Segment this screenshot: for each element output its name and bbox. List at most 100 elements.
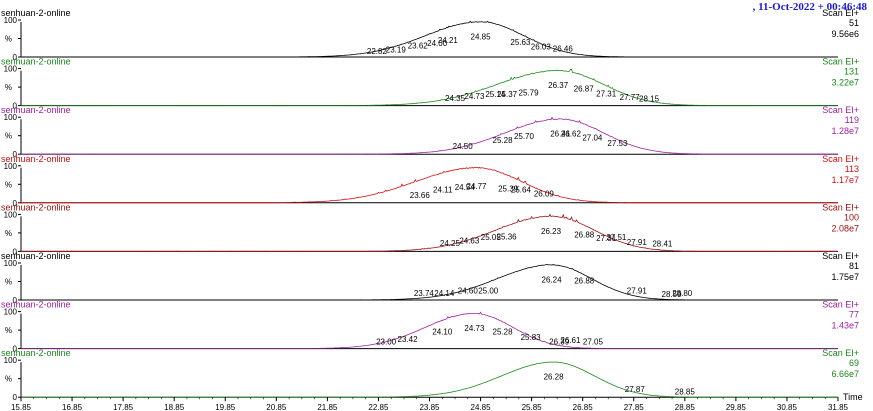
acquisition-date: , 11-Oct-2022 + 00:46:48 bbox=[752, 1, 867, 13]
x-tick-label: 22.85 bbox=[368, 403, 389, 411]
peak-label: 26.37 bbox=[548, 81, 569, 90]
peak-label: 25.37 bbox=[497, 90, 518, 99]
y-axis-label: % bbox=[5, 229, 12, 238]
peak-label: 25.05 bbox=[481, 233, 502, 242]
peak-label: 25.36 bbox=[497, 232, 518, 241]
peak-label: 28.41 bbox=[652, 240, 673, 249]
chromatogram-panel-p8: senhuan-2-online Scan EI+696.66e7 0 100% 26.… bbox=[1, 348, 859, 402]
peak-label: 23.62 bbox=[408, 42, 429, 51]
panel-mass: 113 bbox=[845, 164, 859, 174]
peak-label: 24.54 bbox=[455, 183, 476, 192]
y-tick-label: 100 bbox=[4, 210, 18, 219]
peak-label: 28.59 bbox=[662, 290, 683, 299]
peak-label: 22.82 bbox=[367, 47, 388, 56]
chromatogram-trace bbox=[21, 361, 838, 398]
chromatogram-trace bbox=[21, 116, 838, 155]
peak-label: 24.85 bbox=[471, 32, 492, 41]
panel-scan-mode: Scan EI+ bbox=[822, 8, 859, 18]
panel-intensity: 1.17e7 bbox=[831, 175, 859, 185]
y-tick-label: 0 bbox=[13, 345, 18, 354]
y-axis-label: % bbox=[5, 375, 12, 384]
chromatogram-panel-p5: senhuan-2-online Scan EI+1002.08e70100%24… bbox=[1, 202, 859, 256]
peak-label: 25.83 bbox=[521, 333, 542, 342]
peak-label: 24.11 bbox=[433, 186, 453, 195]
peak-label: 25.70 bbox=[514, 132, 535, 141]
y-tick-label: 100 bbox=[4, 65, 18, 74]
peak-label: 25.63 bbox=[510, 38, 531, 47]
peak-label: 23.19 bbox=[386, 45, 407, 54]
peak-label: 25.00 bbox=[478, 286, 499, 295]
y-tick-label: 100 bbox=[4, 356, 18, 365]
peak-label: 26.88 bbox=[574, 230, 595, 239]
x-tick-label: 28.85 bbox=[675, 403, 696, 411]
panel-intensity: 1.75e7 bbox=[831, 272, 859, 282]
panels-layer: senhuan-2-online Scan EI+519.56e60100%22.… bbox=[1, 8, 859, 402]
peak-label: 26.23 bbox=[541, 227, 562, 236]
peak-label: 25.79 bbox=[519, 88, 540, 97]
peak-label: 24.10 bbox=[432, 328, 453, 337]
panel-mass: 100 bbox=[844, 212, 859, 222]
peak-label: 27.31 bbox=[596, 89, 617, 98]
peak-label: 26.41 bbox=[550, 130, 571, 139]
x-tick-label: 31.85 bbox=[828, 403, 849, 411]
x-tick-label: 29.85 bbox=[726, 403, 747, 411]
panel-scan-mode: Scan EI+ bbox=[822, 154, 859, 164]
chromatogram-trace bbox=[21, 69, 838, 106]
peak-label: 25.64 bbox=[511, 186, 532, 195]
peak-label: 27.91 bbox=[627, 238, 648, 247]
y-axis-label: % bbox=[5, 278, 12, 287]
y-axis-label: % bbox=[5, 326, 12, 335]
peak-label: 23.66 bbox=[410, 191, 431, 200]
peak-label: 25.28 bbox=[493, 136, 514, 145]
peak-label: 27.53 bbox=[607, 139, 628, 148]
panel-scan-mode: Scan EI+ bbox=[822, 300, 859, 310]
chromatogram-trace bbox=[21, 20, 838, 58]
y-tick-label: 0 bbox=[13, 53, 18, 62]
panel-mass: 81 bbox=[849, 261, 859, 271]
panel-scan-mode: Scan EI+ bbox=[822, 202, 859, 212]
x-tick-label: 21.85 bbox=[317, 403, 338, 411]
panel-intensity: 9.56e6 bbox=[831, 29, 859, 39]
peak-label: 25.14 bbox=[485, 90, 506, 99]
peak-label: 24.63 bbox=[459, 237, 480, 246]
chromatogram-panel-p7: senhuan-2-online Scan EI+771.43e7 0 100% 23.… bbox=[1, 300, 859, 354]
y-tick-label: 0 bbox=[13, 296, 18, 305]
peak-label: 24.60 bbox=[458, 286, 479, 295]
peak-label: 26.03 bbox=[531, 42, 552, 51]
peak-label: 24.35 bbox=[445, 94, 466, 103]
y-tick-label: 100 bbox=[4, 113, 18, 122]
y-tick-label: 0 bbox=[13, 393, 18, 402]
panel-intensity: 1.28e7 bbox=[831, 126, 859, 136]
peak-label: 27.51 bbox=[606, 233, 627, 242]
peak-label: 28.15 bbox=[639, 95, 660, 104]
y-axis-label: % bbox=[5, 83, 12, 92]
panel-name: senhuan-2-online bbox=[1, 348, 71, 358]
x-axis-label: Time bbox=[843, 392, 863, 402]
panel-name: senhuan-2-online bbox=[1, 57, 71, 67]
panel-name: senhuan-2-online bbox=[1, 154, 71, 164]
peak-label: 27.91 bbox=[627, 286, 648, 295]
panel-name: senhuan-2-online bbox=[1, 105, 71, 115]
x-tick-label: 20.85 bbox=[266, 403, 287, 411]
panel-scan-mode: Scan EI+ bbox=[822, 251, 859, 261]
y-axis-label: % bbox=[5, 180, 12, 189]
x-tick-label: 17.85 bbox=[113, 403, 134, 411]
peak-label: 26.88 bbox=[574, 276, 595, 285]
y-tick-label: 0 bbox=[13, 199, 18, 208]
peak-label: 26.28 bbox=[544, 373, 565, 382]
peak-label: 26.09 bbox=[534, 189, 555, 198]
peak-label: 26.24 bbox=[542, 275, 563, 284]
y-tick-label: 0 bbox=[13, 150, 18, 159]
y-axis-label: % bbox=[5, 35, 12, 44]
peak-label: 27.05 bbox=[583, 338, 604, 347]
y-tick-label: 100 bbox=[4, 259, 18, 268]
panel-intensity: 3.22e7 bbox=[831, 78, 859, 88]
chromatogram-trace bbox=[21, 166, 839, 204]
peak-label: 26.87 bbox=[574, 85, 595, 94]
peak-label: 24.50 bbox=[453, 142, 474, 151]
panel-mass: 119 bbox=[845, 115, 859, 125]
